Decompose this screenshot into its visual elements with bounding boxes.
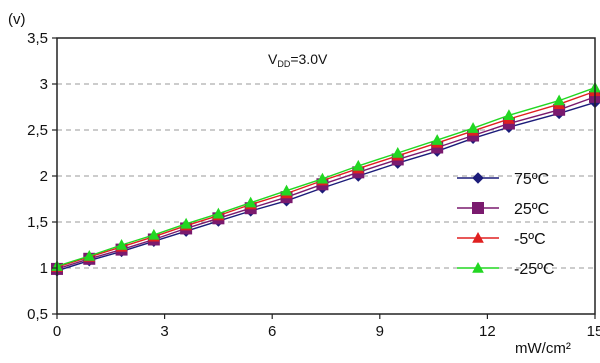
- annotation-sub: DD: [277, 59, 290, 69]
- legend-label: -25ºC: [514, 261, 555, 278]
- x-tick-label: 12: [479, 323, 496, 340]
- y-tick-label: 3,5: [27, 30, 48, 47]
- legend-label: 75ºC: [514, 171, 549, 188]
- y-tick-label: 0,5: [27, 306, 48, 323]
- y-tick-label: 2: [40, 168, 48, 185]
- y-tick-label: 2,5: [27, 122, 48, 139]
- x-tick-label: 0: [53, 323, 61, 340]
- annotation-vdd: VDD=3.0V: [268, 51, 328, 69]
- y-axis-unit: (v): [8, 11, 26, 28]
- legend-label: -5ºC: [514, 231, 546, 248]
- x-axis-unit: mW/cm²: [515, 340, 571, 357]
- data-point: [473, 203, 484, 214]
- x-tick-label: 9: [376, 323, 384, 340]
- y-tick-label: 1: [40, 260, 48, 277]
- annotation-rest: =3.0V: [290, 51, 328, 67]
- x-tick-label: 6: [268, 323, 276, 340]
- x-tick-label: 15: [587, 323, 600, 340]
- y-tick-label: 3: [40, 76, 48, 93]
- legend-label: 25ºC: [514, 201, 549, 218]
- y-tick-label: 1,5: [27, 214, 48, 231]
- x-tick-label: 3: [160, 323, 168, 340]
